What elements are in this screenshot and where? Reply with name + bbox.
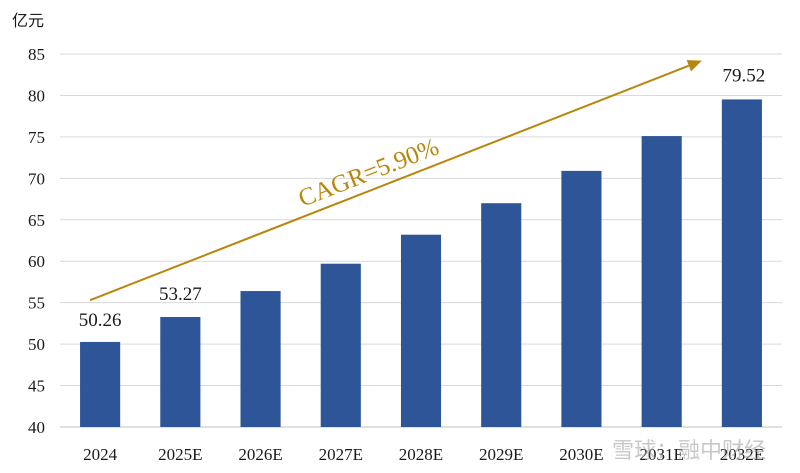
x-tick-label: 2027E <box>319 445 363 464</box>
bar <box>400 234 442 427</box>
arrow-head <box>686 60 702 72</box>
bar <box>561 170 602 427</box>
data-label: 50.26 <box>79 310 122 331</box>
trend-line <box>89 64 690 302</box>
y-tick-label: 80 <box>28 86 45 105</box>
x-tick-label: 2025E <box>158 445 202 464</box>
y-tick-label: 55 <box>28 294 45 313</box>
y-axis-ticks: 40 45 50 55 60 65 70 75 80 85 <box>28 45 45 437</box>
y-tick-label: 75 <box>28 128 45 147</box>
x-tick-label: 2026E <box>238 445 282 464</box>
bar <box>80 341 121 427</box>
bar <box>481 203 522 427</box>
bar <box>641 136 682 427</box>
y-tick-label: 50 <box>28 335 45 354</box>
bar <box>721 99 762 428</box>
cagr-trend-arrow <box>89 60 702 302</box>
y-tick-label: 70 <box>28 169 45 188</box>
bar <box>320 263 361 427</box>
y-tick-label: 65 <box>28 211 45 230</box>
data-label: 53.27 <box>159 284 202 305</box>
x-axis-ticks: 2024 2025E 2026E 2027E 2028E 2029E 2030E 2031E 2… <box>83 445 764 464</box>
x-tick-label: 2028E <box>399 445 443 464</box>
bar <box>160 317 201 427</box>
y-tick-label: 85 <box>28 45 45 64</box>
y-axis-unit: 亿元 <box>12 11 44 30</box>
x-tick-label: 2029E <box>479 445 523 464</box>
data-labels: 50.26 53.27 79.52 <box>79 65 766 331</box>
x-tick-label: 2031E <box>639 445 683 464</box>
x-tick-label: 2032E <box>720 445 764 464</box>
y-tick-label: 60 <box>28 252 45 271</box>
x-tick-label: 2024 <box>83 445 118 464</box>
y-tick-label: 45 <box>28 377 45 396</box>
cagr-annotation: CAGR=5.90% <box>295 133 443 212</box>
bars <box>80 99 762 428</box>
x-tick-label: 2030E <box>559 445 603 464</box>
data-label: 79.52 <box>723 65 766 86</box>
watermark: 雪球：融中财经 <box>612 439 766 464</box>
y-tick-label: 40 <box>28 418 45 437</box>
bar <box>240 291 281 427</box>
